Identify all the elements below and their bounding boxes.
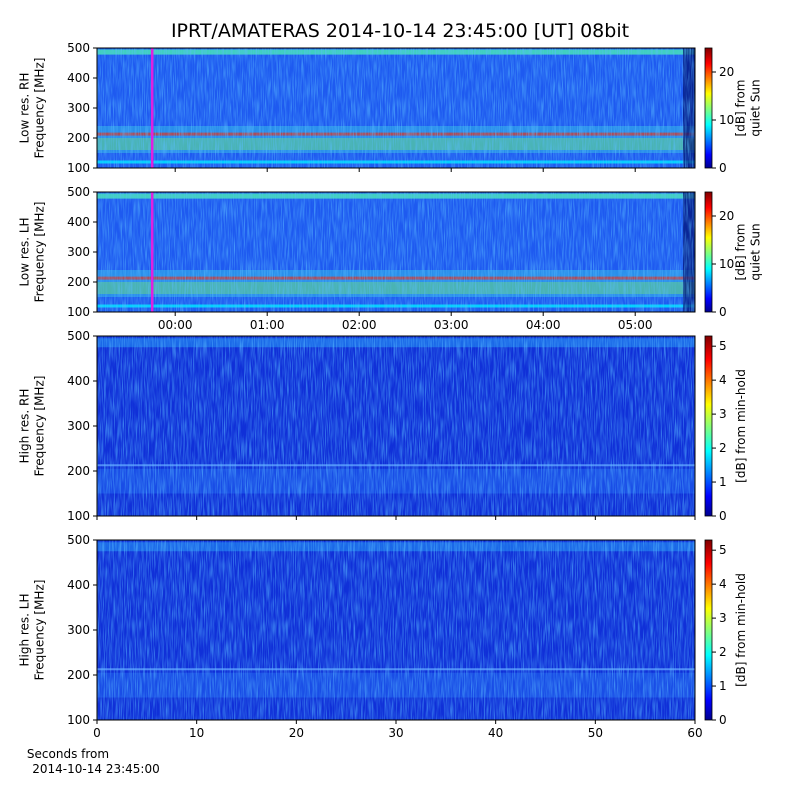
y-axis-label: High res. RH: [18, 389, 32, 464]
x-axis-label: 2014-10-14 23:45:00: [32, 762, 159, 776]
x-tick-label: 60: [687, 726, 702, 740]
x-tick-label: 50: [588, 726, 603, 740]
x-tick-label: 03:00: [434, 318, 469, 332]
spectrum-noise: [97, 48, 695, 168]
y-axis-label: High res. LH: [18, 593, 32, 666]
colorbar: [704, 539, 713, 721]
y-tick-label: 100: [67, 161, 90, 175]
y-tick-label: 200: [67, 464, 90, 478]
x-tick-label: 02:00: [342, 318, 377, 332]
colorbar-tick-label: 1: [719, 475, 727, 489]
colorbar: [704, 191, 713, 313]
y-tick-label: 200: [67, 668, 90, 682]
colorbar-tick-label: 3: [719, 407, 727, 421]
colorbar-tick-label: 3: [719, 611, 727, 625]
colorbar-tick-label: 5: [719, 339, 727, 353]
colorbar-tick-label: 2: [719, 645, 727, 659]
y-tick-label: 100: [67, 509, 90, 523]
y-tick-label: 500: [67, 533, 90, 547]
y-axis-label: Frequency [MHz]: [33, 376, 47, 477]
colorbar-label: [dB] from min-hold: [734, 573, 748, 687]
colorbar-tick-label: 4: [719, 373, 727, 387]
colorbar: [704, 47, 713, 169]
colorbar-label: [dB] from: [734, 80, 748, 137]
colorbar-tick-label: 20: [719, 65, 734, 79]
y-tick-label: 200: [67, 275, 90, 289]
y-tick-label: 300: [67, 623, 90, 637]
colorbar-tick-label: 1: [719, 679, 727, 693]
y-tick-label: 100: [67, 305, 90, 319]
y-tick-label: 400: [67, 578, 90, 592]
y-tick-label: 500: [67, 41, 90, 55]
spectrum-noise: [97, 192, 695, 312]
colorbar-tick-label: 0: [719, 713, 727, 727]
y-tick-label: 400: [67, 71, 90, 85]
y-tick-label: 400: [67, 374, 90, 388]
spectrum-noise: [97, 336, 695, 516]
colorbar-tick-label: 2: [719, 441, 727, 455]
colorbar-tick-label: 0: [719, 161, 727, 175]
y-axis-label: Low res. LH: [18, 217, 32, 286]
x-tick-label: 0: [93, 726, 101, 740]
y-axis-label: Frequency [MHz]: [33, 58, 47, 159]
colorbar-tick-label: 10: [719, 257, 734, 271]
colorbar-label: quiet Sun: [749, 223, 763, 280]
x-tick-label: 10: [189, 726, 204, 740]
x-tick-label: 40: [488, 726, 503, 740]
y-tick-label: 300: [67, 419, 90, 433]
colorbar-label: quiet Sun: [749, 79, 763, 136]
y-tick-label: 100: [67, 713, 90, 727]
spectrum-noise: [97, 540, 695, 720]
y-tick-label: 500: [67, 329, 90, 343]
x-tick-label: 04:00: [526, 318, 561, 332]
figure-title: IPRT/AMATERAS 2014-10-14 23:45:00 [UT] 0…: [171, 20, 629, 42]
colorbar-label: [dB] from min-hold: [734, 369, 748, 483]
y-axis-label: Frequency [MHz]: [33, 580, 47, 681]
y-tick-label: 300: [67, 101, 90, 115]
y-axis-label: Low res. RH: [18, 73, 32, 144]
y-tick-label: 500: [67, 185, 90, 199]
colorbar-tick-label: 0: [719, 509, 727, 523]
colorbar-tick-label: 0: [719, 305, 727, 319]
y-tick-label: 400: [67, 215, 90, 229]
colorbar-label: [dB] from: [734, 224, 748, 281]
colorbar-tick-label: 5: [719, 543, 727, 557]
y-tick-label: 200: [67, 131, 90, 145]
x-tick-label: 05:00: [618, 318, 653, 332]
y-axis-label: Frequency [MHz]: [33, 202, 47, 303]
colorbar-tick-label: 4: [719, 577, 727, 591]
colorbar-tick-label: 20: [719, 209, 734, 223]
colorbar-tick-label: 10: [719, 113, 734, 127]
x-tick-label: 00:00: [158, 318, 193, 332]
y-tick-label: 300: [67, 245, 90, 259]
x-tick-label: 30: [388, 726, 403, 740]
x-tick-label: 20: [289, 726, 304, 740]
colorbar: [704, 335, 713, 517]
x-tick-label: 01:00: [250, 318, 285, 332]
x-axis-label: Seconds from: [27, 747, 109, 761]
